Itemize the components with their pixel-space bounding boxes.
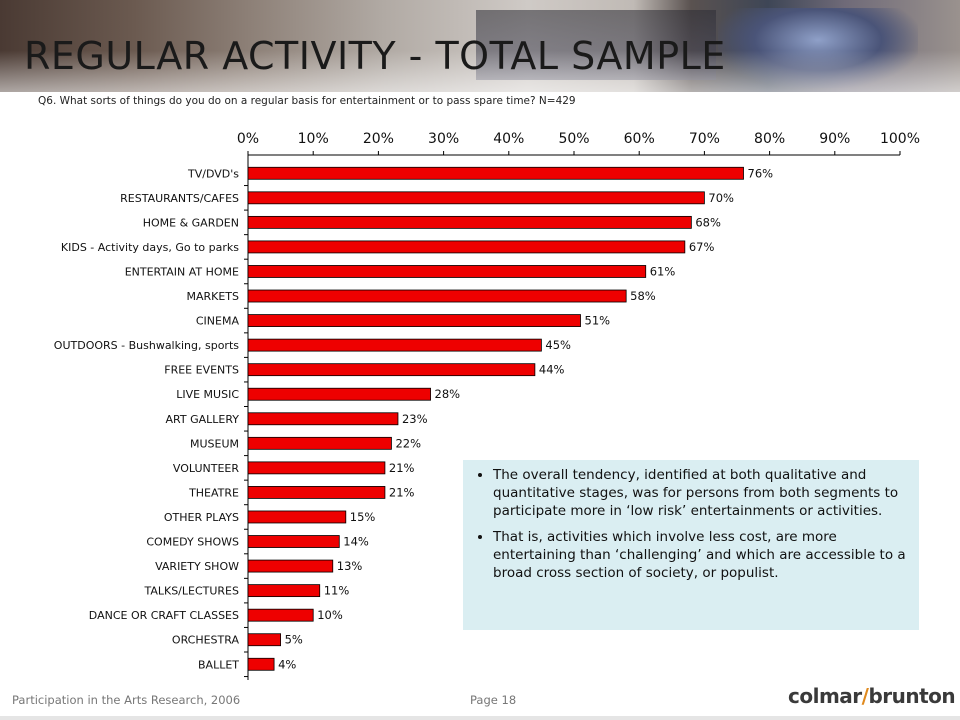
value-label: 76%	[748, 166, 774, 180]
value-label: 68%	[695, 215, 721, 229]
logo-slash-icon: /	[861, 684, 869, 708]
banner-fade	[0, 0, 960, 92]
survey-question: Q6. What sorts of things do you do on a …	[38, 95, 576, 107]
bar	[247, 436, 392, 450]
value-label: 22%	[395, 436, 421, 450]
category-label: TALKS/LECTURES	[143, 585, 239, 598]
x-tick-label: 70%	[689, 131, 720, 147]
x-tick-label: 50%	[558, 131, 589, 147]
category-label: OUTDOORS - Bushwalking, sports	[54, 339, 239, 352]
bar	[247, 461, 386, 475]
value-label: 11%	[324, 584, 350, 598]
x-tick-label: 0%	[237, 131, 259, 147]
value-label: 4%	[278, 657, 296, 671]
category-label: VARIETY SHOW	[155, 560, 239, 573]
bar	[247, 559, 334, 573]
value-label: 21%	[389, 461, 415, 475]
bar	[247, 657, 275, 671]
category-label: LIVE MUSIC	[176, 388, 239, 401]
x-tick-label: 90%	[819, 131, 850, 147]
x-tick-label: 80%	[754, 131, 785, 147]
value-label: 51%	[585, 314, 611, 328]
slide-title: REGULAR ACTIVITY - TOTAL SAMPLE	[24, 34, 726, 78]
x-tick-label: 10%	[298, 131, 329, 147]
logo-right: brunton	[868, 684, 956, 708]
category-label: FREE EVENTS	[164, 364, 239, 377]
callout-box: The overall tendency, identified at both…	[463, 460, 919, 630]
bar	[247, 314, 581, 327]
footer-divider	[0, 716, 960, 720]
value-label: 58%	[630, 289, 656, 303]
bar	[247, 338, 542, 352]
category-label: MARKETS	[186, 290, 239, 303]
bar	[247, 584, 321, 598]
category-label: ENTERTAIN AT HOME	[125, 265, 239, 278]
bar	[247, 363, 536, 377]
callout-bullet-1: The overall tendency, identified at both…	[493, 466, 907, 520]
bar	[247, 265, 647, 278]
bar	[247, 289, 627, 303]
value-label: 44%	[539, 363, 565, 377]
footer-source: Participation in the Arts Research, 2006	[12, 693, 241, 707]
logo-left: colmar	[788, 684, 862, 708]
bar	[247, 608, 314, 622]
bar	[247, 535, 340, 548]
bar	[247, 240, 686, 254]
value-label: 21%	[389, 485, 415, 499]
bar	[247, 633, 281, 647]
brand-logo: colmar/brunton	[788, 684, 956, 708]
bar	[247, 166, 744, 180]
category-label: THEATRE	[188, 486, 239, 499]
value-label: 15%	[350, 510, 376, 524]
activity-bar-chart: 0% 10% 20% 30% 40% 50% 60% 70% 80% 90% 100% TV/DVD'…	[54, 131, 920, 680]
category-label: DANCE OR CRAFT CLASSES	[89, 609, 239, 622]
bar	[247, 486, 386, 499]
callout-list: The overall tendency, identified at both…	[475, 466, 907, 582]
x-tick-label: 60%	[624, 131, 655, 147]
x-tick-label: 20%	[363, 131, 394, 147]
value-label: 13%	[337, 559, 363, 573]
x-tick-label: 40%	[493, 131, 524, 147]
category-label: ART GALLERY	[166, 413, 240, 426]
category-label: RESTAURANTS/CAFES	[120, 192, 239, 205]
category-label: ORCHESTRA	[172, 634, 240, 647]
category-label: CINEMA	[196, 315, 240, 328]
header-banner	[0, 0, 960, 92]
category-label: VOLUNTEER	[173, 462, 239, 475]
x-tick-label: 100%	[880, 131, 920, 147]
bar	[247, 191, 705, 205]
value-label: 5%	[285, 633, 303, 647]
category-label: HOME & GARDEN	[143, 216, 239, 229]
value-label: 10%	[317, 608, 343, 622]
bar	[247, 215, 692, 229]
bar	[247, 510, 347, 524]
category-label: MUSEUM	[190, 437, 239, 450]
value-label: 14%	[343, 535, 369, 549]
category-label: OTHER PLAYS	[164, 511, 239, 524]
callout-bullet-2: That is, activities which involve less c…	[493, 528, 907, 582]
x-tick-label: 30%	[428, 131, 459, 147]
bar	[247, 387, 431, 401]
page-number: Page 18	[470, 693, 517, 707]
category-label: COMEDY SHOWS	[146, 536, 239, 549]
value-label: 70%	[708, 191, 734, 205]
category-label: BALLET	[198, 658, 239, 671]
value-label: 45%	[545, 338, 571, 352]
value-label: 67%	[689, 240, 715, 254]
value-label: 28%	[435, 387, 461, 401]
value-label: 61%	[650, 264, 676, 278]
value-label: 23%	[402, 412, 428, 426]
bar	[247, 412, 399, 426]
category-label: KIDS - Activity days, Go to parks	[61, 241, 239, 254]
category-label: TV/DVD's	[187, 167, 239, 180]
